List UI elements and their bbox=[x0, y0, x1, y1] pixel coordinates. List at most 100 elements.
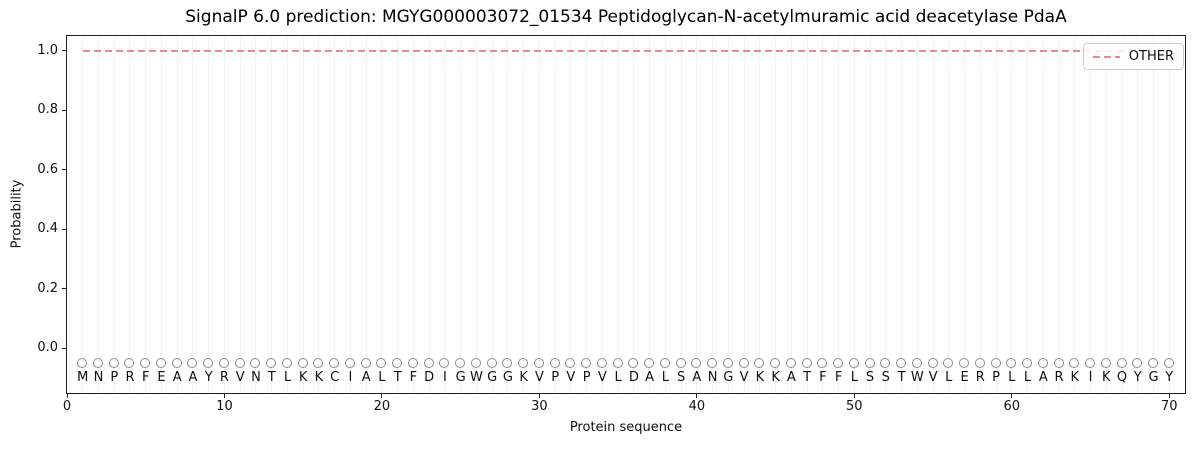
residue-letter: T bbox=[803, 369, 812, 385]
residue-marker bbox=[360, 357, 371, 368]
residue-letter: R bbox=[975, 369, 985, 385]
y-tick-label: 0.4 bbox=[37, 221, 58, 237]
gridline bbox=[397, 36, 399, 393]
residue-letter: D bbox=[628, 369, 639, 385]
residue-letter: L bbox=[378, 369, 386, 385]
residue-letter: Y bbox=[1165, 369, 1174, 385]
residue-marker bbox=[1100, 357, 1111, 368]
gridline bbox=[538, 36, 540, 393]
gridline bbox=[349, 36, 351, 393]
residue-letter: F bbox=[819, 369, 827, 385]
residue-marker bbox=[864, 357, 875, 368]
residue-letter: V bbox=[597, 369, 607, 385]
x-tick-label: 40 bbox=[688, 399, 706, 414]
residue-marker bbox=[581, 357, 592, 368]
residue-letter: A bbox=[645, 369, 655, 385]
residue-marker bbox=[171, 357, 182, 368]
residue-letter: R bbox=[125, 369, 135, 385]
residue-letter: K bbox=[755, 369, 765, 385]
x-tick-label: 0 bbox=[62, 399, 72, 414]
residue-letter: E bbox=[157, 369, 166, 385]
residue-marker bbox=[329, 357, 340, 368]
residue-marker bbox=[896, 357, 907, 368]
residue-marker bbox=[738, 357, 749, 368]
residue-letter: F bbox=[834, 369, 843, 385]
residue-letter: L bbox=[850, 369, 858, 385]
gridline bbox=[617, 36, 619, 393]
gridline bbox=[176, 36, 178, 393]
residue-marker bbox=[1022, 357, 1033, 368]
x-tick-mark bbox=[696, 394, 698, 398]
residue-marker bbox=[1132, 357, 1143, 368]
residue-letter: L bbox=[614, 369, 622, 385]
residue-letter: I bbox=[1088, 369, 1093, 385]
gridline bbox=[649, 36, 651, 393]
residue-marker bbox=[407, 357, 418, 368]
residue-marker bbox=[1006, 357, 1017, 368]
gridline bbox=[995, 36, 997, 393]
residue-marker bbox=[376, 357, 387, 368]
gridline bbox=[1058, 36, 1060, 393]
residue-marker bbox=[990, 357, 1001, 368]
residue-letter: V bbox=[235, 369, 245, 385]
x-tick-mark bbox=[853, 394, 855, 398]
residue-marker bbox=[266, 357, 277, 368]
residue-marker bbox=[234, 357, 245, 368]
gridline bbox=[696, 36, 698, 393]
residue-letter: S bbox=[676, 369, 686, 385]
residue-letter: L bbox=[1008, 369, 1016, 385]
gridline bbox=[113, 36, 115, 393]
residue-marker bbox=[344, 357, 355, 368]
gridline bbox=[286, 36, 288, 393]
residue-letter: F bbox=[141, 369, 150, 385]
gridline bbox=[129, 36, 131, 393]
residue-letter: K bbox=[519, 369, 528, 385]
gridline bbox=[223, 36, 225, 393]
legend-dashed-line-sample bbox=[1092, 55, 1120, 58]
gridline bbox=[869, 36, 871, 393]
gridline bbox=[1074, 36, 1076, 393]
gridline bbox=[1042, 36, 1044, 393]
gridline bbox=[428, 36, 430, 393]
chart-title: SignalP 6.0 prediction: MGYG000003072_01… bbox=[185, 7, 1067, 27]
residue-marker bbox=[155, 357, 166, 368]
residue-letter: S bbox=[865, 369, 875, 385]
residue-marker bbox=[848, 357, 859, 368]
gridline bbox=[680, 36, 682, 393]
residue-marker bbox=[281, 357, 292, 368]
residue-marker bbox=[218, 357, 229, 368]
residue-letter: K bbox=[314, 369, 324, 385]
gridline bbox=[1011, 36, 1013, 393]
residue-letter: A bbox=[692, 369, 702, 385]
residue-letter: T bbox=[393, 369, 402, 385]
residue-letter: P bbox=[551, 369, 560, 385]
residue-letter: G bbox=[487, 369, 498, 385]
residue-letter: S bbox=[881, 369, 890, 385]
gridline bbox=[948, 36, 950, 393]
residue-marker bbox=[439, 357, 450, 368]
residue-marker bbox=[1085, 357, 1096, 368]
residue-letter: V bbox=[928, 369, 938, 385]
y-tick-label: 1.0 bbox=[37, 42, 58, 58]
x-tick-label: 20 bbox=[373, 399, 391, 414]
residue-letter: Y bbox=[204, 369, 213, 385]
residue-marker bbox=[959, 357, 970, 368]
gridline bbox=[664, 36, 666, 393]
gridline bbox=[775, 36, 777, 393]
residue-marker bbox=[1148, 357, 1158, 368]
residue-marker bbox=[612, 357, 623, 368]
gridline bbox=[381, 36, 383, 393]
x-tick-mark bbox=[223, 394, 225, 398]
residue-letter: P bbox=[992, 369, 1000, 385]
residue-letter: A bbox=[786, 369, 796, 385]
residue-letter: K bbox=[1070, 369, 1080, 385]
y-tick-mark bbox=[62, 109, 66, 111]
residue-letter: I bbox=[442, 369, 447, 385]
x-tick-mark bbox=[381, 394, 383, 398]
residue-marker bbox=[675, 357, 686, 368]
gridline bbox=[633, 36, 635, 393]
residue-letter: A bbox=[361, 369, 371, 385]
gridline bbox=[759, 36, 761, 393]
residue-marker bbox=[785, 357, 796, 368]
residue-letter: G bbox=[1148, 369, 1159, 385]
